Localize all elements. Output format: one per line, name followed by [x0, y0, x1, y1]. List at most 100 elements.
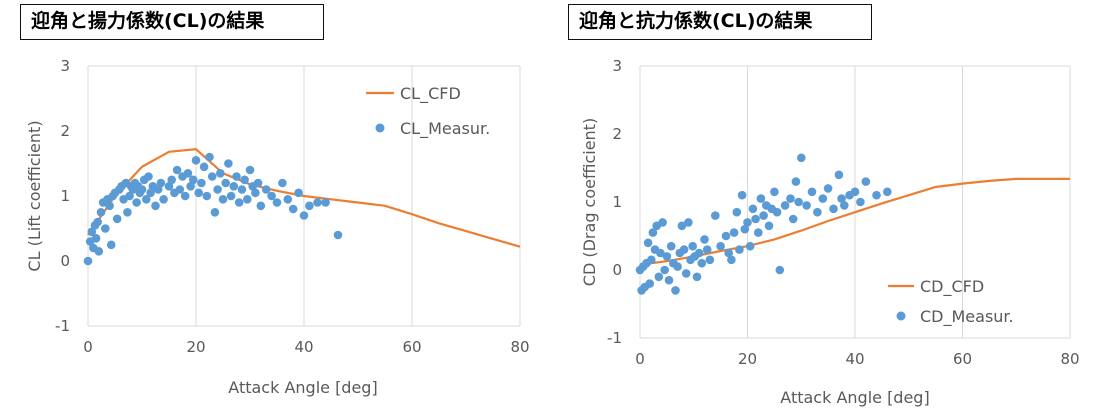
data-point [756, 194, 766, 203]
y-tick-label: -1 [55, 317, 70, 335]
data-point [237, 185, 247, 194]
y-tick-label: 0 [60, 252, 70, 270]
y-tick-label: -1 [607, 329, 622, 347]
data-point [737, 190, 747, 200]
data-point [261, 185, 271, 194]
data-point [729, 228, 739, 237]
y-tick-label: 0 [612, 261, 622, 279]
data-point [294, 188, 303, 198]
data-point [96, 208, 106, 217]
data-point [194, 188, 203, 198]
data-point [647, 255, 656, 265]
data-point [146, 188, 155, 198]
data-point [267, 191, 276, 201]
data-point [272, 198, 282, 207]
data-point [94, 247, 104, 256]
data-point [764, 221, 774, 231]
data-point [748, 204, 758, 214]
data-point [732, 207, 742, 217]
data-point [673, 262, 682, 271]
x-tick-label: 60 [953, 350, 972, 368]
data-point [207, 172, 217, 181]
data-point [172, 165, 182, 175]
data-point [679, 245, 689, 254]
data-point [883, 187, 892, 197]
data-point [735, 245, 744, 254]
data-point [711, 211, 720, 220]
data-point [91, 234, 101, 243]
data-point [700, 235, 709, 244]
data-point [83, 256, 93, 266]
x-tick-label: 20 [186, 338, 205, 356]
data-point [697, 258, 707, 268]
data-point [813, 207, 822, 217]
data-point [770, 187, 779, 197]
data-point [288, 204, 298, 214]
y-tick-label: 1 [612, 193, 622, 211]
data-point [681, 269, 691, 278]
data-point [754, 228, 763, 237]
data-point [226, 191, 236, 201]
legend-label-cfd: CL_CFD [400, 84, 461, 104]
chart-title-lift: 迎角と揚力係数(CL)の結果 [20, 4, 324, 40]
chart-title-drag: 迎角と抗力係数(CL)の結果 [568, 4, 872, 40]
data-point [210, 208, 220, 217]
y-tick-label: 1 [60, 187, 70, 205]
legend-label-measured: CD_Measur. [920, 307, 1014, 327]
data-point [213, 185, 222, 194]
data-point [666, 241, 676, 251]
data-point [197, 178, 206, 188]
data-point [658, 218, 667, 227]
legend-label-cfd: CD_CFD [920, 277, 984, 297]
data-point [202, 191, 212, 201]
data-point [125, 191, 134, 201]
x-axis-label: Attack Angle [deg] [780, 388, 929, 407]
data-point [106, 240, 116, 250]
lift-chart: 0 20 40 60 80 -1 0 1 2 3 Attack Angle [deg] CL (… [25, 57, 530, 397]
data-point [123, 208, 132, 217]
y-axis-label: CD (Drag coefficient) [580, 118, 599, 286]
legend-marker-swatch [896, 311, 906, 321]
data-point [662, 252, 672, 261]
data-point [648, 228, 658, 237]
data-point [759, 211, 768, 220]
data-point [87, 227, 97, 237]
data-point [772, 207, 782, 217]
data-point [153, 185, 163, 194]
data-point [751, 214, 760, 224]
y-tick-label: 3 [612, 57, 622, 75]
data-point [837, 194, 846, 203]
data-point [705, 255, 715, 265]
data-point [797, 153, 806, 163]
data-point [643, 238, 653, 248]
data-point [654, 272, 664, 282]
data-point [142, 195, 151, 204]
data-point [156, 178, 166, 188]
data-point [101, 224, 110, 233]
data-point [740, 224, 750, 234]
data-point [780, 201, 790, 210]
data-point [802, 201, 811, 210]
data-point [137, 185, 147, 194]
data-point [159, 195, 168, 204]
data-point [656, 248, 665, 258]
data-point [823, 184, 833, 193]
data-point [199, 162, 209, 172]
data-point [818, 194, 828, 203]
data-point [189, 175, 198, 185]
data-point [234, 198, 244, 207]
data-point [245, 165, 255, 175]
legend-marker-swatch [375, 123, 385, 133]
data-point [313, 198, 322, 207]
data-point [112, 214, 122, 224]
x-tick-label: 80 [510, 338, 529, 356]
x-tick-label: 80 [1060, 350, 1079, 368]
y-tick-label: 3 [60, 57, 70, 75]
x-tick-label: 40 [294, 338, 313, 356]
data-point [724, 248, 733, 258]
data-point [164, 182, 174, 191]
data-point [93, 217, 102, 227]
x-axis-label: Attack Angle [deg] [228, 378, 377, 397]
data-point [861, 177, 871, 186]
data-point [224, 159, 233, 168]
